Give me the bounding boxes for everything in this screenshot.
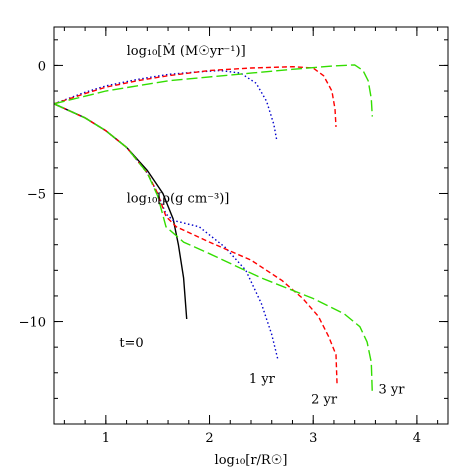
series-1yr-density [53, 103, 279, 361]
plot-frame [53, 26, 449, 425]
series-2yr-density [53, 103, 338, 386]
annotation-layer: log₁₀[Ṁ (M☉yr⁻¹)] log₁₀[ρ(g cm⁻³)] t=0 1 yr… [119, 42, 405, 407]
x-tick-label: 4 [413, 431, 421, 446]
annotation-yr2: 2 yr [311, 393, 338, 408]
x-tick-label: 1 [102, 431, 110, 446]
series-layer [53, 64, 373, 394]
annotation-rho: log₁₀[ρ(g cm⁻³)] [127, 191, 230, 206]
x-tick-label: 2 [205, 431, 213, 446]
x-tick-label: 3 [309, 431, 317, 446]
x-axis-label: log₁₀[r/R☉] [215, 453, 288, 468]
annotation-yr3: 3 yr [379, 382, 406, 397]
series-t0-density [53, 103, 188, 320]
annotation-mdot: log₁₀[Ṁ (M☉yr⁻¹)] [127, 42, 246, 59]
annotation-yr1: 1 yr [249, 372, 276, 387]
series-3yr-mdot [53, 64, 373, 117]
y-tick-label: 0 [38, 59, 46, 74]
series-2yr-mdot [53, 65, 337, 127]
tick-layer: 1 2 3 4 0 −5 −10 [19, 27, 448, 446]
y-tick-label: −5 [27, 187, 46, 202]
annotation-t0: t=0 [119, 336, 143, 351]
series-3yr-density [53, 103, 373, 394]
y-tick-label: −10 [19, 316, 46, 331]
